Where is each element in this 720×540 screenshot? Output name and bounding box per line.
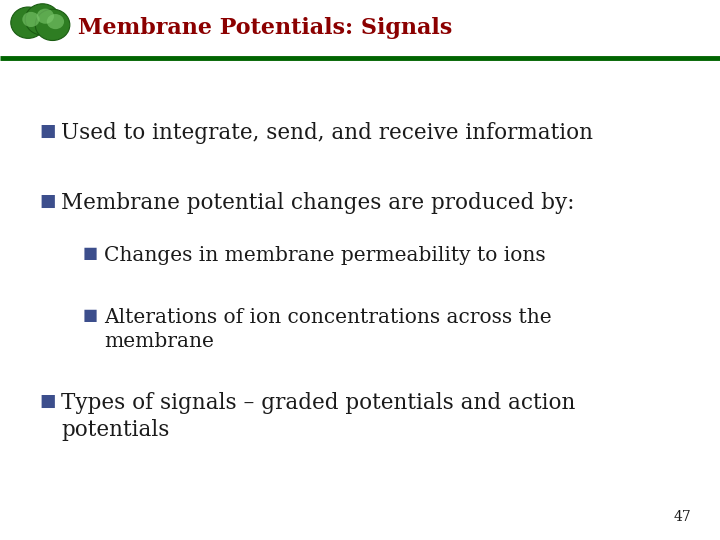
Text: Membrane Potentials: Signals: Membrane Potentials: Signals <box>78 17 452 38</box>
Text: Membrane potential changes are produced by:: Membrane potential changes are produced … <box>61 192 575 214</box>
Text: Used to integrate, send, and receive information: Used to integrate, send, and receive inf… <box>61 122 593 144</box>
Ellipse shape <box>47 14 64 29</box>
Text: ■: ■ <box>40 392 56 409</box>
Ellipse shape <box>22 12 40 27</box>
Ellipse shape <box>37 9 54 24</box>
Text: ■: ■ <box>40 192 56 210</box>
Text: ■: ■ <box>40 122 56 139</box>
Text: 47: 47 <box>673 510 691 524</box>
Text: Types of signals – graded potentials and action
potentials: Types of signals – graded potentials and… <box>61 392 575 442</box>
Ellipse shape <box>25 4 60 35</box>
Text: ■: ■ <box>83 246 98 261</box>
Ellipse shape <box>35 9 70 40</box>
Text: ■: ■ <box>83 308 98 323</box>
Ellipse shape <box>11 7 45 38</box>
Text: Changes in membrane permeability to ions: Changes in membrane permeability to ions <box>104 246 546 265</box>
Text: Alterations of ion concentrations across the
membrane: Alterations of ion concentrations across… <box>104 308 552 351</box>
